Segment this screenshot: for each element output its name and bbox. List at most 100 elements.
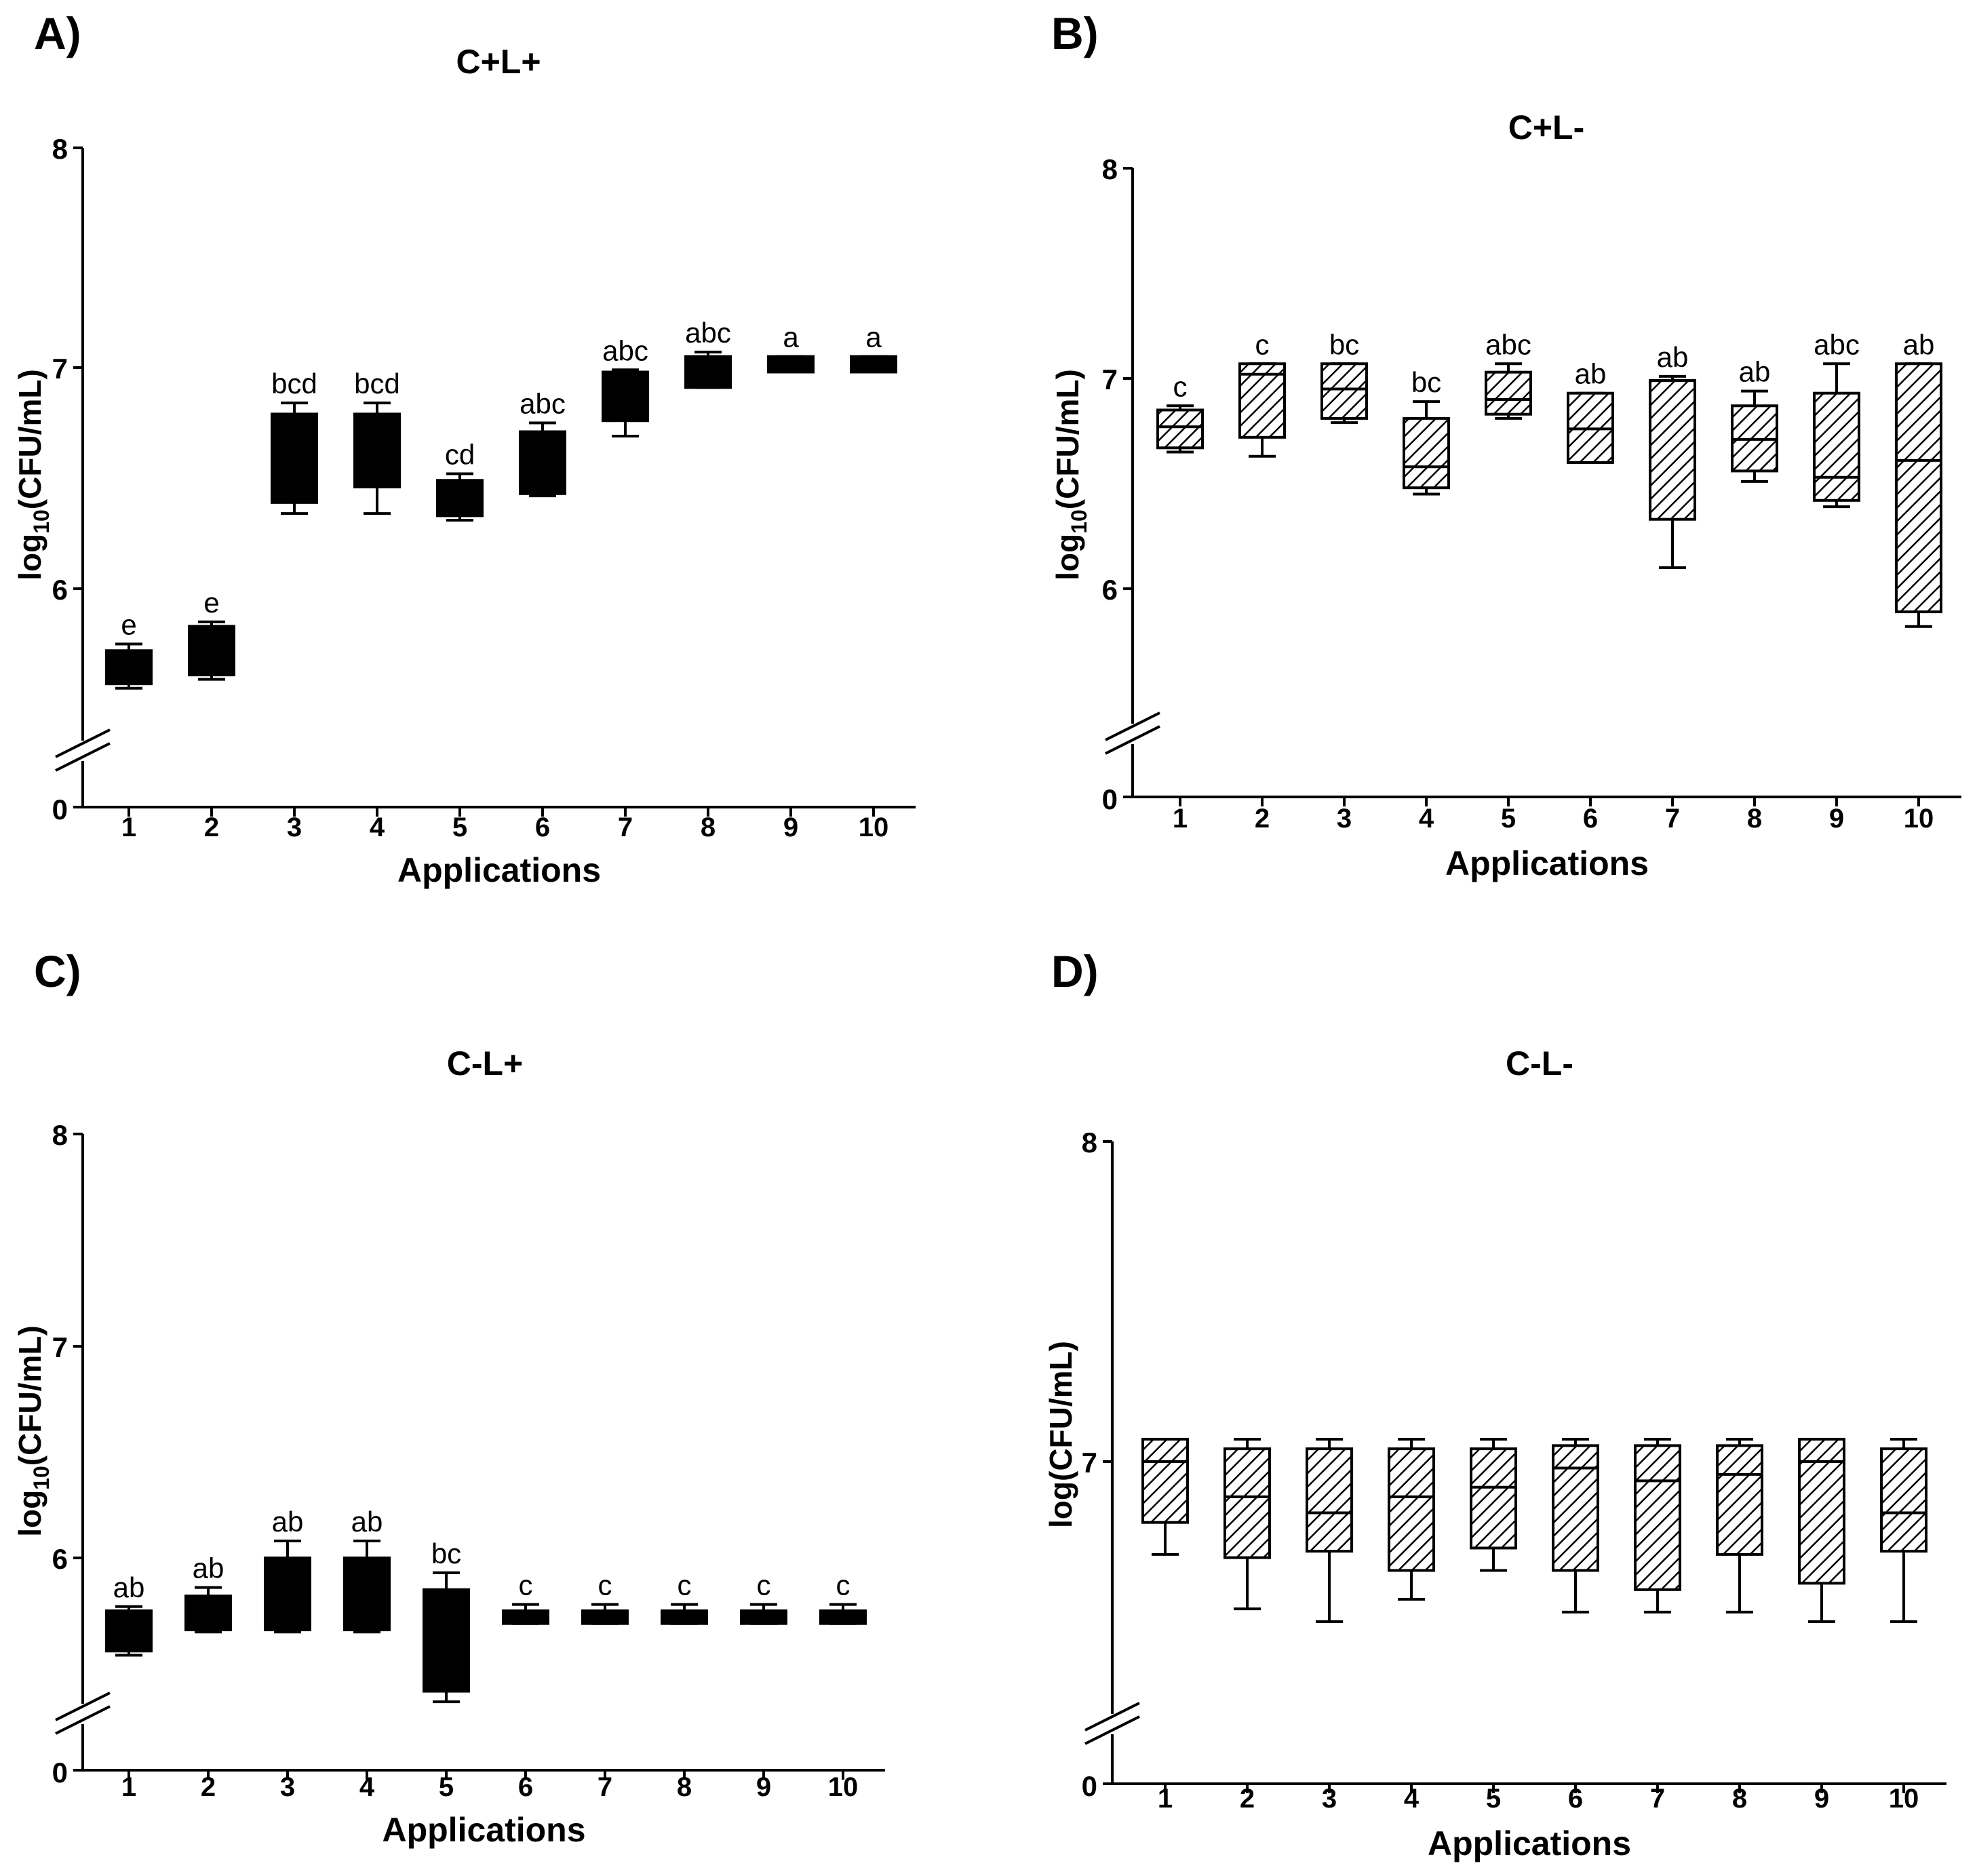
- x-tick-label: 1: [1158, 1784, 1173, 1814]
- box-body: [1813, 391, 1860, 502]
- y-tick-label: 8: [1102, 153, 1118, 185]
- x-axis-label: Applications: [1428, 1824, 1631, 1862]
- box-2: 2: [1224, 1437, 1271, 1814]
- box-body: [1798, 1437, 1845, 1585]
- significance-letter: c: [1255, 328, 1270, 360]
- axis-break-mark: [1084, 1715, 1140, 1745]
- panel-label: C): [34, 946, 81, 996]
- panel-label: B): [1051, 8, 1099, 58]
- box-body: [1895, 362, 1942, 614]
- box-9: 9: [1798, 1437, 1845, 1814]
- significance-letter: ab: [1739, 356, 1771, 388]
- x-tick-label: 6: [518, 1772, 533, 1802]
- x-tick-label: 9: [1814, 1784, 1829, 1814]
- box-body: [353, 412, 401, 489]
- box-10: 10 c: [819, 1569, 867, 1802]
- box-10: 10 ab: [1895, 328, 1942, 834]
- x-tick-label: 1: [121, 813, 136, 842]
- x-tick-label: 1: [121, 1772, 136, 1802]
- y-tick-label: 7: [52, 1331, 68, 1363]
- box-10: 10: [1880, 1437, 1927, 1814]
- significance-letter: c: [598, 1569, 612, 1601]
- box-1: 1 ab: [105, 1571, 153, 1802]
- x-tick-label: 4: [1419, 804, 1434, 834]
- panel-1: A)C+L+6780log10(CFU/mL)Applications1e2e3…: [12, 8, 916, 889]
- x-tick-label: 9: [756, 1772, 771, 1802]
- box-9: 9a: [767, 321, 815, 842]
- x-tick-label: 6: [1568, 1784, 1583, 1814]
- x-tick-label: 7: [618, 813, 633, 842]
- x-tick-label: 4: [1404, 1784, 1420, 1814]
- box-8: 8 ab: [1731, 356, 1778, 834]
- y-tick-label: 7: [1102, 364, 1118, 395]
- box-body: [1224, 1447, 1271, 1559]
- significance-letter: bcd: [354, 368, 400, 399]
- x-tick-label: 5: [1486, 1784, 1501, 1814]
- box-body: [1388, 1447, 1435, 1572]
- x-tick-label: 7: [1665, 804, 1680, 834]
- x-tick-label: 8: [1732, 1784, 1747, 1814]
- chart-title: C+L-: [1508, 109, 1585, 146]
- box-5: 5 bc: [423, 1538, 470, 1802]
- y-tick-label: 8: [52, 133, 68, 165]
- x-tick-label: 8: [1747, 804, 1762, 834]
- x-tick-label: 3: [1322, 1784, 1337, 1814]
- box-body: [1238, 362, 1286, 439]
- chart-title: C+L+: [456, 43, 541, 81]
- significance-letter: e: [203, 587, 219, 619]
- y-tick-label: 7: [1082, 1447, 1097, 1479]
- box-3: 3 bc: [1320, 328, 1368, 834]
- significance-letter: bcd: [271, 368, 317, 399]
- box-2: 2e: [188, 587, 235, 842]
- significance-letter: abc: [602, 334, 648, 366]
- x-tick-label: 10: [1889, 1784, 1919, 1814]
- panel-3: C) C-L+ 6 7 8 0 log10(CFU/mL) Applications 1 ab 2 a…: [12, 946, 885, 1849]
- box-7: 7 abc: [602, 334, 649, 842]
- box-body: [519, 430, 566, 495]
- x-tick-label: 3: [1337, 804, 1352, 834]
- box-6: 6 ab: [1567, 358, 1614, 834]
- x-tick-label: 7: [1650, 1784, 1665, 1814]
- x-axis-label: Applications: [382, 1811, 585, 1849]
- box-6: 6 abc: [519, 388, 566, 842]
- box-9: 9 abc: [1813, 328, 1860, 834]
- significance-letter: c: [519, 1569, 533, 1601]
- panel-4: D) C-L- 7 8 0 log(CFU/mL) Applications 1 2 3 4 5 6 7 8…: [1043, 946, 1946, 1862]
- chart-title: C-L+: [447, 1044, 524, 1082]
- x-tick-label: 8: [701, 813, 716, 842]
- significance-letter: abc: [1485, 328, 1531, 360]
- significance-letter: abc: [1814, 328, 1860, 360]
- axis-break-mark: [55, 728, 111, 758]
- box-9: 9c: [740, 1569, 787, 1802]
- x-tick-label: 10: [859, 813, 889, 842]
- significance-letter: abc: [520, 388, 566, 420]
- box-5: 5 cd: [436, 438, 484, 842]
- y-axis-label: log10(CFU/mL): [1050, 369, 1091, 581]
- x-tick-label: 2: [204, 813, 219, 842]
- box-1: 1e: [105, 609, 153, 842]
- box-body: [1156, 408, 1204, 450]
- x-tick-label: 1: [1173, 804, 1188, 834]
- box-body: [1634, 1444, 1681, 1591]
- y-tick-label-zero: 0: [1082, 1770, 1097, 1802]
- y-axis-label: log(CFU/mL): [1043, 1341, 1078, 1528]
- box-3: 3 bcd: [271, 368, 318, 842]
- significance-letter: ab: [351, 1506, 383, 1538]
- box-body: [1552, 1444, 1599, 1572]
- significance-letter: c: [836, 1569, 850, 1601]
- significance-letter: bc: [431, 1538, 461, 1569]
- box-8: 8 abc: [684, 317, 732, 842]
- box-4: 4 bc: [1403, 366, 1450, 834]
- x-tick-label: 6: [1583, 804, 1598, 834]
- box-10: 10 a: [850, 321, 897, 842]
- panel-label: D): [1051, 946, 1099, 996]
- box-body: [436, 479, 484, 517]
- box-2: 2 ab: [184, 1552, 232, 1802]
- box-2: 2c: [1238, 328, 1286, 834]
- x-tick-label: 7: [598, 1772, 612, 1802]
- significance-letter: a: [865, 321, 882, 353]
- box-body: [1716, 1444, 1763, 1556]
- box-body: [271, 412, 318, 504]
- axis-break-mark: [1105, 725, 1160, 755]
- significance-letter: ab: [1657, 341, 1689, 373]
